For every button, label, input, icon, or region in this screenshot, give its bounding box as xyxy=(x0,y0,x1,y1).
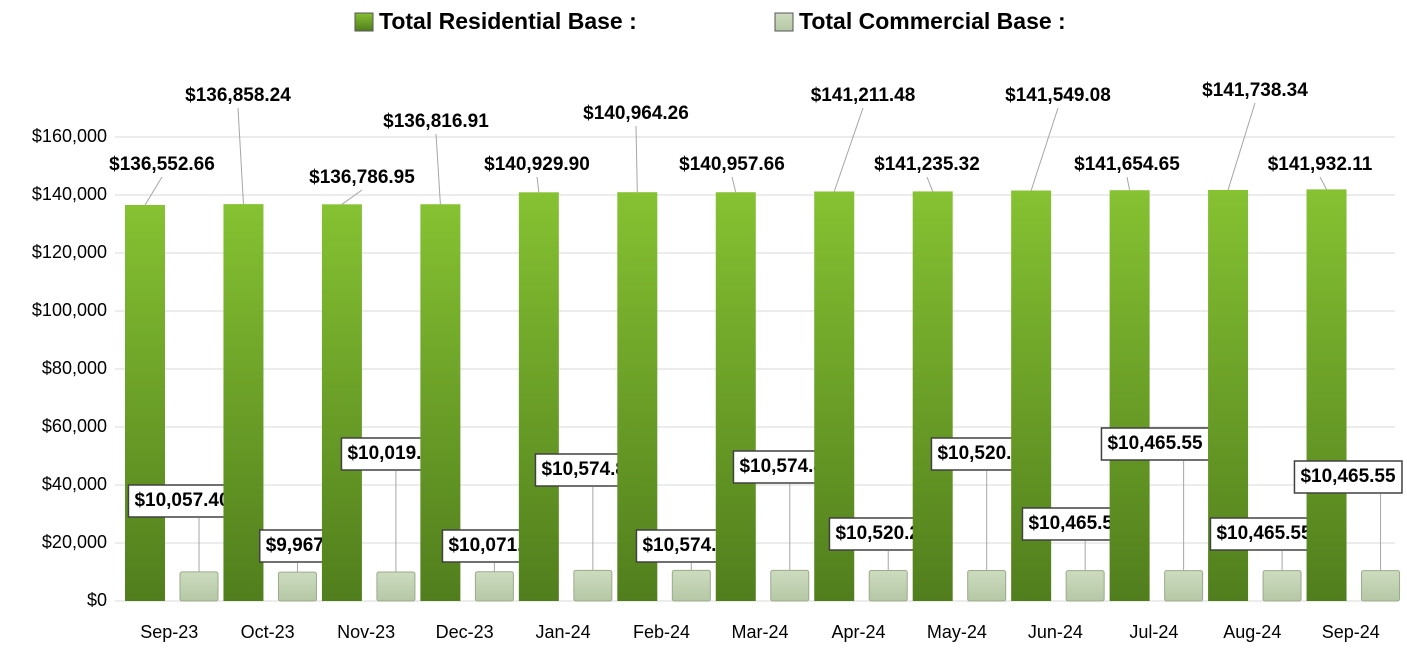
x-tick-label: Jan-24 xyxy=(536,622,591,642)
x-tick-label: Mar-24 xyxy=(731,622,788,642)
data-label: $136,858.24 xyxy=(185,85,291,106)
data-label: $10,520.22 xyxy=(835,523,930,544)
x-tick-label: Apr-24 xyxy=(831,622,885,642)
bar xyxy=(321,204,362,601)
y-tick-label: $120,000 xyxy=(32,242,107,262)
data-label: $141,211.48 xyxy=(811,85,916,106)
y-tick-label: $100,000 xyxy=(32,300,107,320)
legend-swatch xyxy=(354,12,374,32)
data-label: $141,235.32 xyxy=(874,154,980,175)
x-tick-label: Aug-24 xyxy=(1223,622,1281,642)
y-tick-label: $60,000 xyxy=(42,416,107,436)
leader-line xyxy=(1126,176,1131,191)
bar xyxy=(179,571,219,602)
leader-line xyxy=(237,107,244,205)
data-label: $10,057.40 xyxy=(134,490,229,511)
leader-line xyxy=(1030,107,1059,191)
x-tick-label: Dec-23 xyxy=(436,622,494,642)
x-tick-label: Nov-23 xyxy=(337,622,395,642)
data-label: $10,574.89 xyxy=(739,456,834,477)
x-tick-label: Sep-23 xyxy=(140,622,198,642)
legend-label: Total Residential Base : xyxy=(379,8,637,34)
data-label-box xyxy=(1209,517,1319,551)
data-label-box xyxy=(1100,427,1210,461)
data-label: $10,574.89 xyxy=(541,459,636,480)
x-tick-label: Jun-24 xyxy=(1028,622,1083,642)
data-label: $10,520.22 xyxy=(937,443,1032,464)
x-tick-label: May-24 xyxy=(927,622,987,642)
bar xyxy=(474,571,514,602)
leader-line xyxy=(1227,102,1256,191)
bar xyxy=(671,569,711,602)
data-label: $141,654.65 xyxy=(1074,154,1180,175)
data-label: $10,465.55 xyxy=(1028,513,1124,534)
leader-line xyxy=(731,176,737,193)
y-tick-label: $40,000 xyxy=(42,474,107,494)
legend-label: Total Commercial Base : xyxy=(799,8,1066,34)
bar xyxy=(277,571,317,602)
y-tick-label: $20,000 xyxy=(42,532,107,552)
leader-line xyxy=(1319,176,1327,190)
bar xyxy=(376,571,416,602)
y-tick-label: $140,000 xyxy=(32,184,107,204)
leader-line xyxy=(435,133,441,205)
bar xyxy=(125,204,165,601)
data-label: $141,549.08 xyxy=(1005,85,1111,106)
bar xyxy=(1306,189,1347,601)
data-label: $136,816.91 xyxy=(383,111,489,132)
leader-line xyxy=(341,189,363,205)
x-tick-label: Sep-24 xyxy=(1322,622,1380,642)
data-label: $10,574.89 xyxy=(642,535,737,556)
bar xyxy=(715,192,756,601)
bar xyxy=(1065,570,1105,602)
y-tick-label: $80,000 xyxy=(42,358,107,378)
data-label-box xyxy=(1293,460,1403,494)
bar xyxy=(573,569,613,602)
data-label: $140,957.66 xyxy=(679,154,785,175)
leader-line xyxy=(833,107,864,192)
data-label: $136,786.95 xyxy=(309,167,415,188)
bar xyxy=(967,569,1007,602)
bar xyxy=(518,192,559,601)
bar xyxy=(1109,190,1150,601)
legend-swatch xyxy=(774,12,794,32)
bar xyxy=(1361,570,1401,602)
bar xyxy=(868,569,908,602)
bar xyxy=(770,569,810,602)
bar xyxy=(223,204,264,602)
leader-line xyxy=(536,176,540,193)
data-label: $10,465.55 xyxy=(1216,523,1312,544)
data-label: $140,929.90 xyxy=(484,154,590,175)
bar xyxy=(912,191,953,601)
data-label: $141,932.11 xyxy=(1268,154,1373,175)
x-tick-label: Jul-24 xyxy=(1129,622,1178,642)
data-label: $10,465.55 xyxy=(1107,433,1203,454)
leader-line xyxy=(635,125,638,193)
x-tick-label: Oct-23 xyxy=(241,622,295,642)
x-tick-label: Feb-24 xyxy=(633,622,690,642)
leader-line xyxy=(144,176,163,206)
y-tick-label: $160,000 xyxy=(32,126,107,146)
bar xyxy=(1262,570,1302,602)
bar xyxy=(1164,570,1204,602)
data-label: $141,738.34 xyxy=(1202,80,1308,101)
data-label: $10,019.47 xyxy=(347,443,442,464)
data-label: $10,465.55 xyxy=(1300,466,1396,487)
data-label: $136,552.66 xyxy=(109,154,215,175)
data-label: $140,964.26 xyxy=(583,103,689,124)
leader-line xyxy=(926,176,934,192)
y-tick-label: $0 xyxy=(87,590,107,610)
